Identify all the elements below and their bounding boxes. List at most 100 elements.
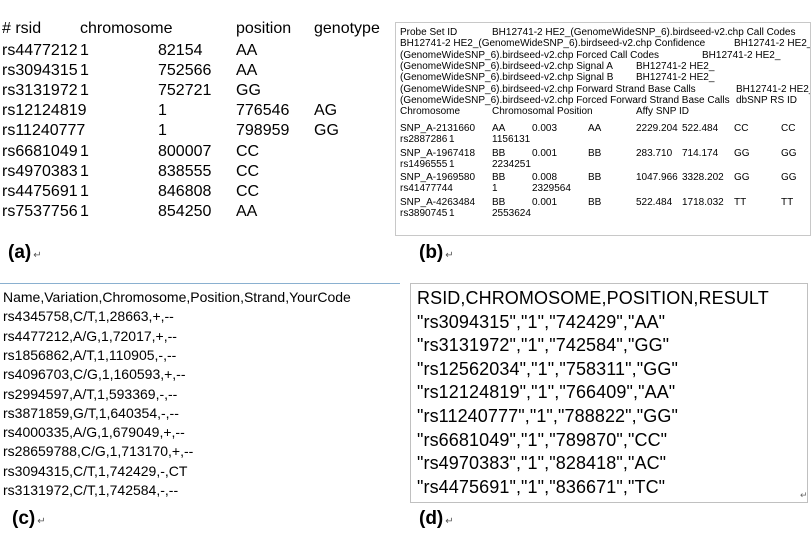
record-chrom: 1 bbox=[492, 183, 498, 195]
csv-line: "rs12124819","1","766409","AA" bbox=[417, 382, 676, 403]
panel-d-label: (d) ↵ bbox=[419, 508, 454, 529]
record-probe: SNP_A-2131660 bbox=[400, 123, 476, 134]
csv-line: "rs3131972","1","742584","GG" bbox=[417, 335, 670, 356]
table-row-chromosome: 1 bbox=[158, 102, 167, 120]
header-chromosome: chromosome bbox=[80, 20, 173, 37]
csv-line: "rs12562034","1","758311","GG" bbox=[417, 358, 678, 379]
record-rs: rs1496555 bbox=[400, 158, 448, 170]
table-row-rsid: rs11240777 bbox=[2, 122, 86, 140]
header-line-part: BH12741-2 HE2_(GenomeWideSNP_6).birdseed… bbox=[400, 38, 706, 50]
table-row-genotype: CC bbox=[236, 142, 260, 160]
table-row-chromosome: 1 bbox=[80, 182, 89, 200]
panel-a-label: (a) ↵ bbox=[8, 242, 42, 263]
table-row-position: 752721 bbox=[158, 82, 212, 100]
csv-line: "rs6681049","1","789870","CC" bbox=[417, 429, 668, 450]
header-line-part: Affy SNP ID bbox=[636, 106, 689, 118]
header-line-part: (GenomeWideSNP_6).birdseed-v2.chp Forwar… bbox=[400, 83, 696, 95]
record-pos: 1156131 bbox=[492, 134, 531, 146]
csv-header: Name,Variation,Chromosome,Position,Stran… bbox=[3, 289, 351, 305]
record-ffwd: TT bbox=[781, 196, 794, 208]
table-row-position: 838555 bbox=[158, 162, 212, 180]
panel-a-genotype-table: # rsid chromosome position genotype rs447721… bbox=[0, 18, 392, 246]
table-row-position: 82154 bbox=[158, 42, 203, 59]
record-conf: 0.001 bbox=[532, 147, 558, 159]
table-row-chromosome: 1 bbox=[80, 42, 89, 59]
record-fwd: CC bbox=[734, 123, 749, 134]
csv-line: rs28659788,C/G,1,713170,+,-- bbox=[3, 443, 194, 460]
table-row-chromosome: 1 bbox=[80, 202, 89, 220]
csv-line: rs4000335,A/G,1,679049,+,-- bbox=[3, 424, 185, 441]
csv-line: rs1856862,A/T,1,110905,-,-- bbox=[3, 346, 177, 363]
record-rs: rs2887286 bbox=[400, 134, 448, 146]
record-conf: 0.008 bbox=[532, 172, 558, 183]
header-line-part: BH12741-2 HE2_ bbox=[702, 49, 781, 61]
record-sigA: 1047.966 bbox=[636, 172, 678, 183]
record-chrom: 1 bbox=[449, 207, 455, 219]
record-forced: BB bbox=[588, 172, 602, 183]
record-sigA: 522.484 bbox=[636, 196, 673, 208]
table-row-chromosome: 1 bbox=[80, 162, 89, 180]
record-fwd: TT bbox=[734, 196, 747, 208]
panel-d-return-mark: ↵ bbox=[800, 490, 808, 500]
table-row-rsid: rs3094315 bbox=[2, 62, 78, 80]
table-row-position: 798959 bbox=[236, 122, 290, 140]
record-conf: 0.003 bbox=[532, 123, 558, 134]
header-line-part: (GenomeWideSNP_6).birdseed-v2.chp Forced… bbox=[400, 49, 660, 61]
table-row-rsid: rs4477212 bbox=[2, 42, 78, 59]
header-position: position bbox=[236, 20, 292, 37]
record-sigB: 3328.202 bbox=[682, 172, 724, 183]
header-line-part: BH12741-2 HE2_ bbox=[636, 60, 715, 72]
record-ffwd: GG bbox=[781, 147, 797, 159]
header-rsid: # rsid bbox=[2, 20, 42, 37]
record-call: BB bbox=[492, 196, 506, 208]
record-conf: 0.001 bbox=[532, 196, 558, 208]
table-row-genotype: GG bbox=[314, 122, 339, 140]
panel-b-label: (b) ↵ bbox=[419, 242, 454, 263]
header-line-part: (GenomeWideSNP_6).birdseed-v2.chp Signal… bbox=[400, 60, 613, 72]
record-ffwd: GG bbox=[781, 172, 797, 183]
table-row-position: 846808 bbox=[158, 182, 212, 200]
record-sigB: 714.174 bbox=[682, 147, 719, 159]
table-row-rsid: rs12124819 bbox=[2, 102, 87, 120]
record-sigB: 522.484 bbox=[682, 123, 719, 134]
csv-line: "rs4475691","1","836671","TC" bbox=[417, 476, 666, 497]
record-fwd: GG bbox=[734, 147, 750, 159]
table-row-rsid: rs3131972 bbox=[2, 82, 78, 100]
table-row-chromosome: 1 bbox=[80, 142, 89, 160]
record-sigA: 2229.204 bbox=[636, 123, 678, 134]
table-row-genotype: AG bbox=[314, 102, 338, 120]
record-forced: BB bbox=[588, 196, 602, 208]
panel-d-csv-text: RSID,CHROMOSOME,POSITION,RESULT "rs309431… bbox=[410, 283, 808, 503]
record-call: BB bbox=[492, 172, 506, 183]
header-line-part: BH12741-2 HE2_ bbox=[736, 83, 811, 95]
csv-line: rs3094315,C/T,1,742429,-,CT bbox=[3, 462, 188, 479]
table-row-genotype: GG bbox=[236, 82, 261, 100]
csv-line: "rs3094315","1","742429","AA" bbox=[417, 311, 666, 332]
header-line-part: (GenomeWideSNP_6).birdseed-v2.chp Signal… bbox=[400, 72, 614, 84]
csv-line: rs4345758,C/T,1,28663,+,-- bbox=[3, 308, 174, 325]
table-row-rsid: rs6681049 bbox=[2, 142, 78, 160]
table-row-genotype: AA bbox=[236, 42, 258, 59]
panel-b-affymetrix-table: Probe Set ID BH12741-2 HE2_(GenomeWideSNP… bbox=[395, 22, 811, 236]
record-forced: BB bbox=[588, 147, 602, 159]
csv-line: "rs4970383","1","828418","AC" bbox=[417, 453, 667, 474]
header-line-part: BH12741-2 HE2_ bbox=[636, 72, 715, 84]
record-forced: AA bbox=[588, 123, 602, 134]
table-row-rsid: rs4970383 bbox=[2, 162, 78, 180]
record-probe: SNP_A-4263484 bbox=[400, 196, 476, 208]
header-line-part: Chromosome bbox=[400, 106, 461, 118]
table-row-position: 776546 bbox=[236, 102, 290, 120]
table-row-chromosome: 1 bbox=[80, 62, 89, 80]
panel-c-label: (c) ↵ bbox=[12, 508, 46, 529]
record-chrom: 1 bbox=[449, 134, 455, 146]
header-line-part: BH12741-2 HE2_ bbox=[734, 38, 811, 50]
record-sigA: 283.710 bbox=[636, 147, 673, 159]
header-genotype: genotype bbox=[314, 20, 380, 37]
header-line-part: dbSNP RS ID bbox=[736, 94, 797, 106]
table-row-chromosome: 1 bbox=[80, 82, 89, 100]
table-row-genotype: AA bbox=[236, 202, 258, 220]
table-row-genotype: CC bbox=[236, 162, 260, 180]
table-row-genotype: CC bbox=[236, 182, 260, 200]
csv-line: "rs11240777","1","788822","GG" bbox=[417, 406, 678, 426]
csv-line: rs4096703,C/G,1,160593,+,-- bbox=[3, 366, 186, 383]
